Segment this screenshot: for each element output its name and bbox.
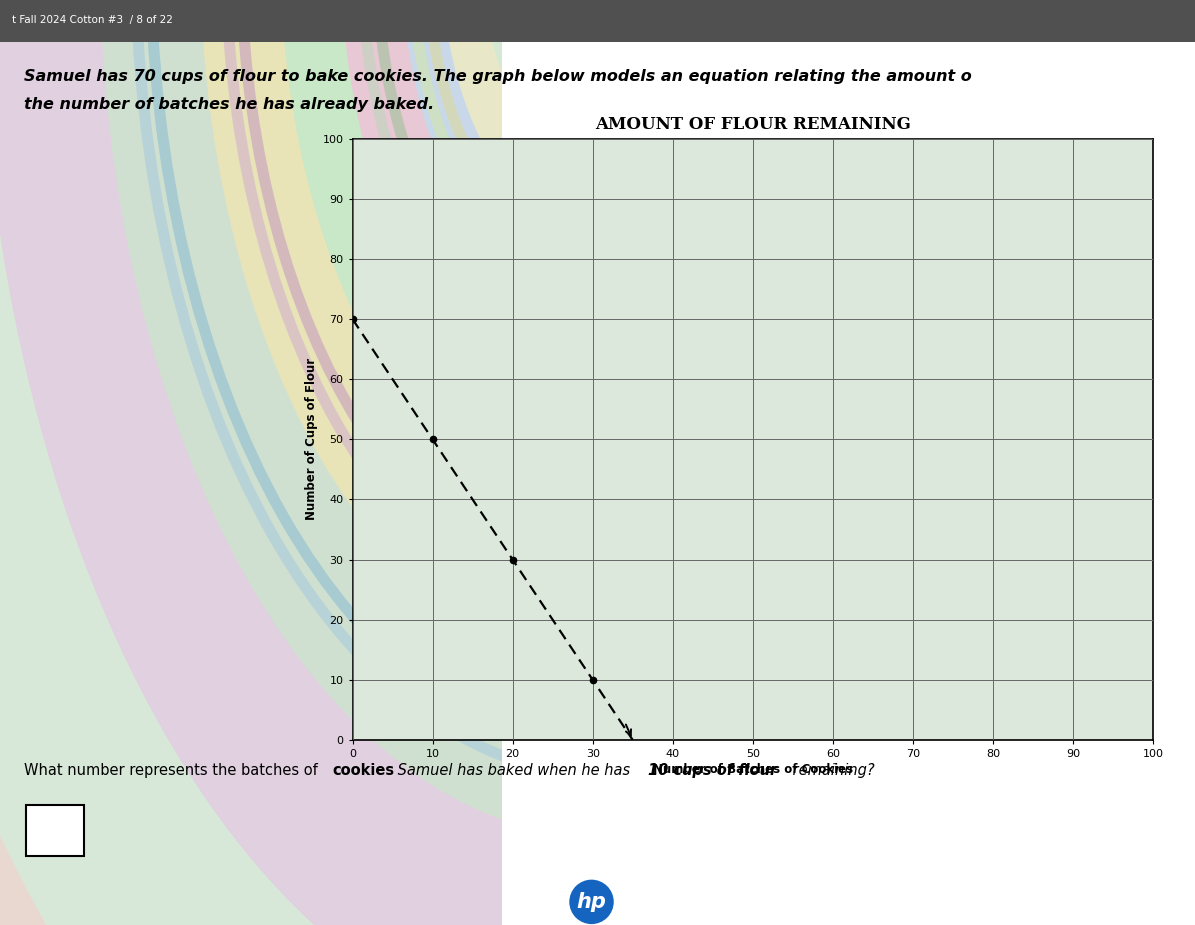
Text: cookies: cookies (332, 763, 394, 778)
Text: remaining?: remaining? (788, 763, 874, 778)
Circle shape (402, 0, 803, 306)
Title: AMOUNT OF FLOUR REMAINING: AMOUNT OF FLOUR REMAINING (595, 116, 911, 133)
Y-axis label: Number of Cups of Flour: Number of Cups of Flour (306, 358, 318, 521)
Text: Samuel has baked when he has: Samuel has baked when he has (393, 763, 635, 778)
Circle shape (100, 0, 1104, 836)
X-axis label: Number of Batches of Cookies: Number of Batches of Cookies (652, 763, 853, 776)
Text: 10 cups of flour: 10 cups of flour (648, 763, 777, 778)
Circle shape (442, 0, 762, 236)
Text: t Fall 2024 Cotton #3  / 8 of 22: t Fall 2024 Cotton #3 / 8 of 22 (12, 16, 173, 25)
Circle shape (342, 0, 863, 413)
Text: hp: hp (576, 892, 606, 912)
Text: What number represents the batches of: What number represents the batches of (24, 763, 323, 778)
Circle shape (482, 0, 723, 166)
Circle shape (522, 0, 682, 94)
Text: Samuel has 70 cups of flour to bake cookies. The graph below models an equation : Samuel has 70 cups of flour to bake cook… (24, 69, 972, 84)
Circle shape (201, 0, 1004, 660)
Circle shape (281, 0, 924, 519)
Text: the number of batches he has already baked.: the number of batches he has already bak… (24, 97, 434, 112)
